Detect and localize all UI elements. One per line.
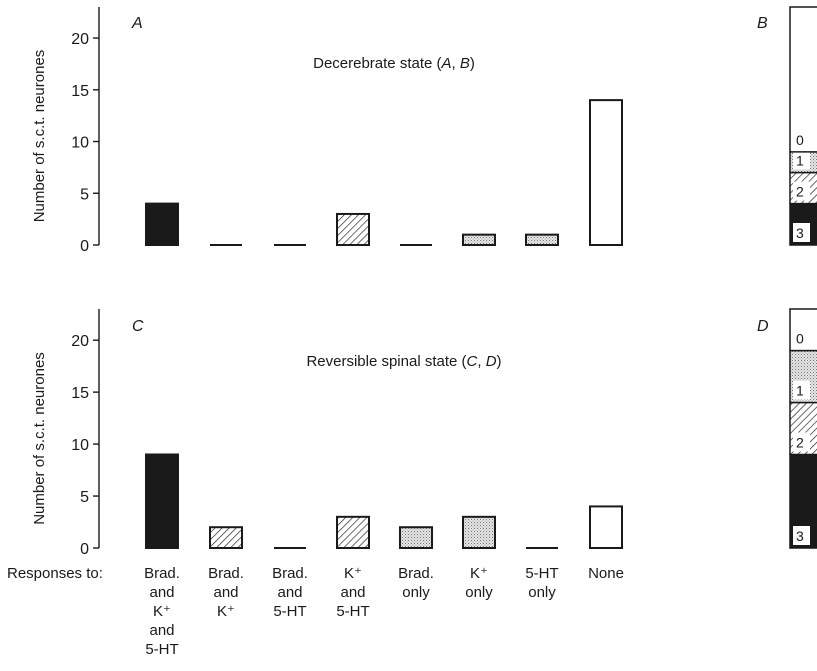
category-label-line: 5-HT	[525, 565, 558, 582]
category-label-line: 5-HT	[336, 603, 369, 620]
segment-label: 0	[796, 132, 804, 148]
segment-label-box	[793, 223, 810, 242]
y-tick-label: 15	[71, 83, 89, 100]
y-tick-label: 5	[80, 186, 89, 203]
panel-a-chart: 0 5 10 15 20 Number of s.c.t. neurones A Decere…	[31, 7, 623, 255]
category-label-line: K⁺	[470, 565, 488, 582]
segment-label: 2	[796, 434, 804, 450]
bar	[336, 515, 370, 550]
category-label-line: and	[340, 584, 365, 601]
category-label-line: and	[213, 584, 238, 601]
category-label-line: Brad.	[272, 565, 308, 582]
responses-label: Responses to:	[7, 565, 103, 582]
segment-label: 3	[796, 225, 804, 241]
segment-label-box	[793, 150, 810, 170]
bar	[589, 505, 623, 549]
segment-label-box	[793, 380, 810, 400]
segment-label: 1	[796, 153, 804, 169]
bar	[525, 233, 559, 247]
y-tick-label: 20	[71, 333, 89, 350]
category-label-line: K⁺	[217, 603, 235, 620]
panel-letter: C	[132, 318, 144, 335]
category-label-line: and	[149, 622, 174, 639]
panel-b-stacked-bar: 3 2 1 0 B	[757, 6, 817, 246]
segment-label-box	[793, 526, 810, 545]
bar	[145, 202, 179, 246]
segment-label-box	[793, 129, 810, 149]
y-tick-label: 10	[71, 135, 89, 152]
stacked-segment	[789, 6, 817, 153]
category-label-line: Brad.	[208, 565, 244, 582]
category-label-line: and	[149, 584, 174, 601]
panel-letter: A	[131, 15, 143, 32]
category-label-line: Brad.	[398, 565, 434, 582]
category-label-line: K⁺	[344, 565, 362, 582]
y-tick-label: 0	[80, 238, 89, 255]
category-labels: Responses to: Brad. and K⁺ and 5-HT Brad. and K⁺…	[7, 565, 624, 658]
category-label-line: only	[465, 584, 493, 601]
y-tick-label: 20	[71, 31, 89, 48]
segment-label: 3	[796, 528, 804, 544]
panel-letter: B	[757, 15, 768, 32]
y-axis-title: Number of s.c.t. neurones	[31, 352, 48, 525]
category-label-line: only	[402, 584, 430, 601]
bar	[462, 515, 496, 550]
category-label-line: Brad.	[144, 565, 180, 582]
segment-label: 1	[796, 383, 804, 399]
y-tick-label: 15	[71, 385, 89, 402]
bar	[145, 453, 179, 550]
category-label-line: and	[277, 584, 302, 601]
bar	[336, 212, 370, 247]
bar	[399, 526, 433, 550]
category-label-line: 5-HT	[273, 603, 306, 620]
category-label-line: K⁺	[153, 603, 171, 620]
bar	[589, 99, 623, 246]
y-tick-label: 10	[71, 437, 89, 454]
segment-label-box	[793, 328, 810, 348]
segment-label: 0	[796, 331, 804, 347]
bar	[462, 233, 496, 247]
panel-c-chart: 0 5 10 15 20 Number of s.c.t. neurones C Revers…	[31, 309, 623, 558]
y-tick-label: 5	[80, 489, 89, 506]
segment-label-box	[793, 181, 810, 201]
panel-subtitle: Reversible spinal state (C, D)	[306, 353, 501, 370]
category-label-line: 5-HT	[145, 641, 178, 658]
panel-letter: D	[757, 318, 769, 335]
y-axis-title: Number of s.c.t. neurones	[31, 50, 48, 223]
panel-d-stacked-bar: 3 2 1 0 D	[757, 308, 817, 549]
panel-subtitle: Decerebrate state (A, B)	[313, 55, 475, 72]
segment-label-box	[793, 432, 810, 452]
category-label-line: None	[588, 565, 624, 582]
segment-label: 2	[796, 184, 804, 200]
category-label-line: only	[528, 584, 556, 601]
bar	[209, 526, 243, 550]
y-tick-label: 0	[80, 541, 89, 558]
